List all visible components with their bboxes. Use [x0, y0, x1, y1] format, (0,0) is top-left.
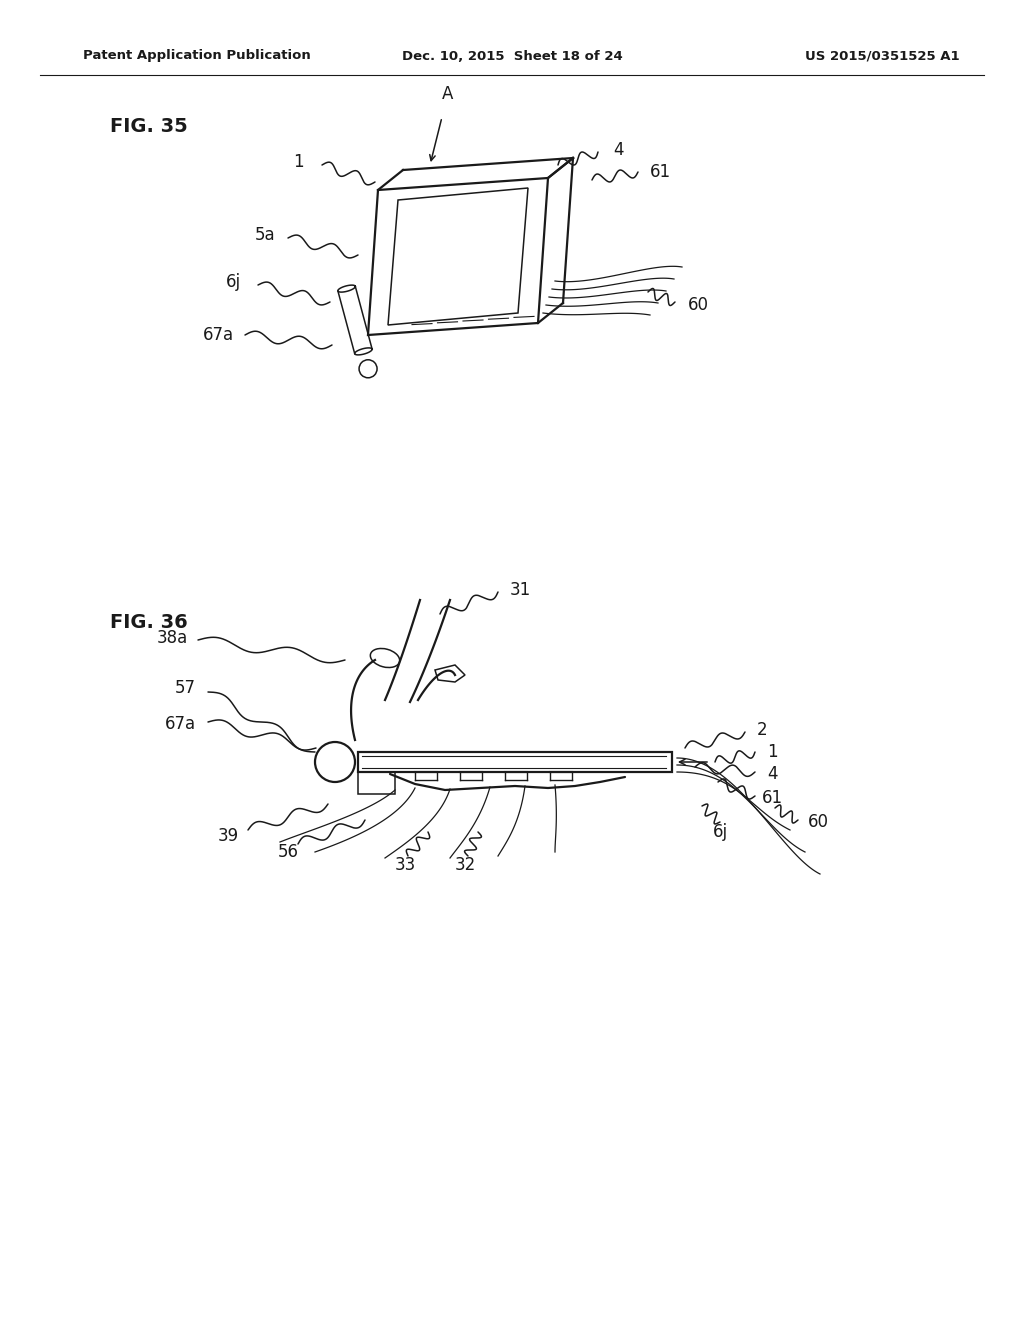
Text: 61: 61 — [762, 789, 782, 807]
Text: 4: 4 — [612, 141, 624, 158]
Text: 2: 2 — [757, 721, 767, 739]
Text: 6j: 6j — [225, 273, 241, 290]
Text: 39: 39 — [217, 828, 239, 845]
Text: 32: 32 — [455, 855, 475, 874]
Text: 60: 60 — [687, 296, 709, 314]
Text: 33: 33 — [394, 855, 416, 874]
Text: Patent Application Publication: Patent Application Publication — [83, 49, 310, 62]
Text: 1: 1 — [767, 743, 777, 762]
Text: Dec. 10, 2015  Sheet 18 of 24: Dec. 10, 2015 Sheet 18 of 24 — [401, 49, 623, 62]
Text: FIG. 35: FIG. 35 — [110, 117, 187, 136]
Text: 67a: 67a — [203, 326, 233, 345]
Text: 61: 61 — [649, 162, 671, 181]
Text: 56: 56 — [278, 843, 299, 861]
Text: FIG. 36: FIG. 36 — [110, 612, 187, 631]
Text: 4: 4 — [767, 766, 777, 783]
Text: 67a: 67a — [165, 715, 196, 733]
Text: 6j: 6j — [713, 822, 728, 841]
Text: A: A — [442, 84, 454, 103]
Text: 60: 60 — [808, 813, 828, 832]
Text: 31: 31 — [509, 581, 530, 599]
Text: US 2015/0351525 A1: US 2015/0351525 A1 — [805, 49, 961, 62]
Text: 38a: 38a — [157, 630, 187, 647]
Text: 1: 1 — [293, 153, 303, 172]
Text: 5a: 5a — [255, 226, 275, 244]
Text: 57: 57 — [174, 678, 196, 697]
